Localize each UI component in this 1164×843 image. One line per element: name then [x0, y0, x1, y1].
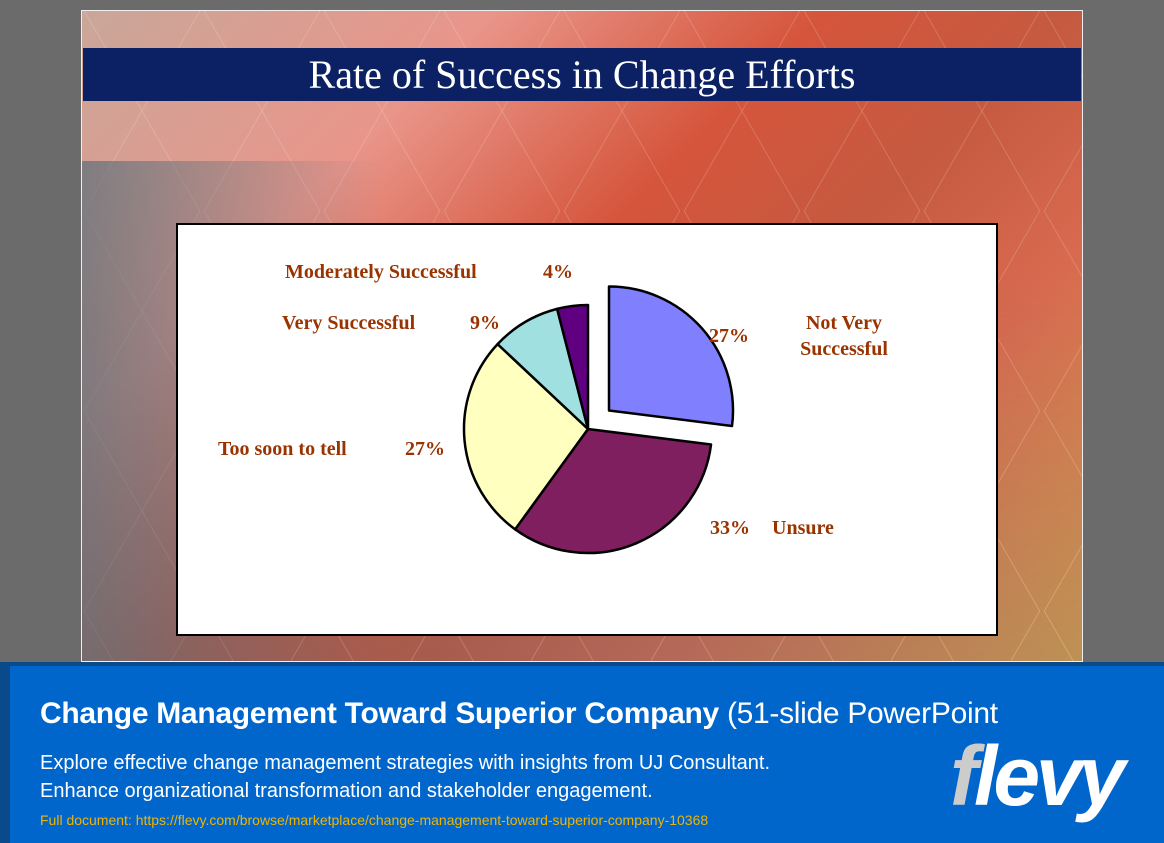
slide-title: Rate of Success in Change Efforts — [83, 48, 1081, 101]
slice-value-label: 9% — [470, 312, 500, 334]
slice-value-label: 33% — [710, 517, 750, 539]
banner-description-1: Explore effective change management stra… — [40, 752, 770, 774]
banner-description-2: Enhance organizational transformation an… — [40, 780, 653, 802]
slice-value-label: 27% — [709, 325, 749, 347]
pie-slice-unsure — [513, 427, 713, 555]
slice-value-label: 27% — [405, 438, 445, 460]
banner-title-rest: (51-slide PowerPoint — [726, 697, 998, 730]
slice-value-label: 4% — [543, 261, 573, 283]
slice-category-label: Too soon to tell — [218, 438, 347, 460]
document-link[interactable]: Full document: https://flevy.com/browse/… — [40, 812, 709, 828]
flevy-logo: flevy — [950, 729, 1125, 823]
pie-slice-moderately-successful — [555, 303, 590, 431]
slice-category-label: Unsure — [772, 517, 834, 539]
banner-title: Change Management Toward Superior Compan… — [40, 696, 998, 732]
pie-slice-not-very-successful — [607, 285, 735, 428]
pie-chart: 27% Not Very Successful 33% Unsure 27% Too soo… — [176, 223, 998, 636]
slice-category-label: Very Successful — [282, 312, 416, 334]
slice-category-label: Successful — [800, 338, 888, 360]
banner-strip — [0, 666, 10, 843]
pie-slice-too-soon-to-tell — [462, 342, 590, 531]
pie-svg: 27% Not Very Successful 33% Unsure 27% Too soo… — [218, 261, 888, 555]
slice-category-label: Not Very — [806, 312, 882, 334]
banner-title-bold: Change Management Toward Superior Compan… — [40, 697, 719, 730]
promo-banner: Change Management Toward Superior Compan… — [0, 662, 1164, 843]
slice-category-label: Moderately Successful — [285, 261, 477, 283]
